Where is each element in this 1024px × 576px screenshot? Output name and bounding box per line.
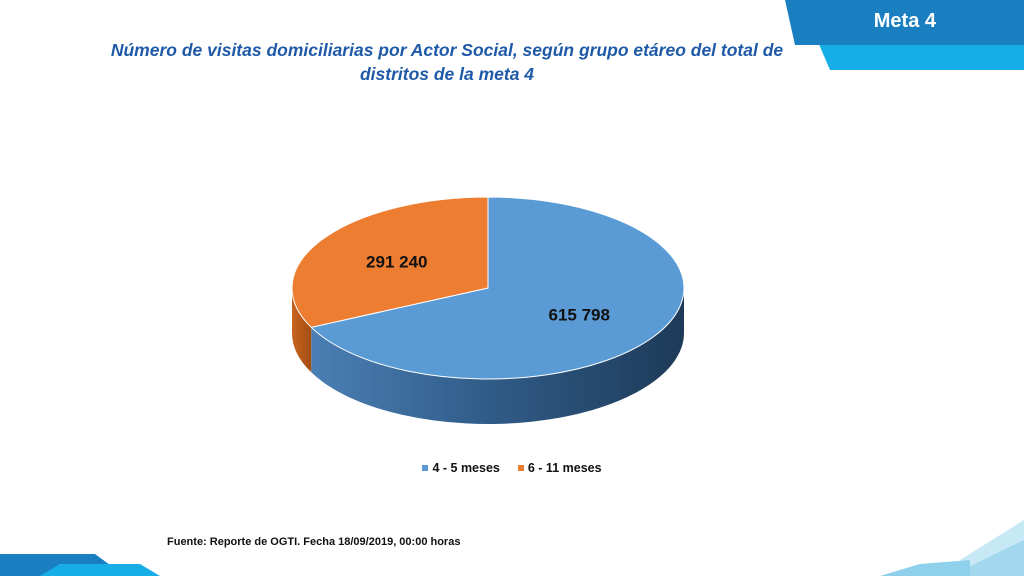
corner-decoration-left bbox=[0, 554, 160, 576]
chart-legend: 4 - 5 meses 6 - 11 meses bbox=[0, 461, 1024, 475]
pie-slice-1 bbox=[310, 196, 685, 380]
chart-title: Número de visitas domiciliarias por Acto… bbox=[110, 40, 784, 84]
pie-data-label-2: 291 240 bbox=[366, 252, 427, 271]
legend-item-4-5-meses: 4 - 5 meses bbox=[422, 461, 500, 475]
banner-dark-stripe bbox=[785, 0, 1024, 45]
legend-label: 6 - 11 meses bbox=[527, 461, 602, 475]
meta-badge: Meta 4 bbox=[873, 10, 936, 32]
legend-item-6-11-meses: 6 - 11 meses bbox=[517, 461, 602, 475]
pie-slice-side-1 bbox=[311, 288, 684, 424]
legend-label: 4 - 5 meses bbox=[432, 461, 500, 475]
corner-decoration-right bbox=[880, 520, 1024, 576]
pie-data-label-1: 615 798 bbox=[548, 306, 609, 325]
legend-swatch-blue bbox=[422, 465, 429, 471]
source-note: Fuente: Reporte de OGTI. Fecha 18/09/201… bbox=[167, 536, 461, 548]
pie-slice-2 bbox=[291, 196, 489, 328]
legend-swatch-orange bbox=[517, 465, 524, 471]
pie-chart: 615 798 291 240 bbox=[291, 196, 685, 424]
header-banner bbox=[785, 0, 1024, 70]
